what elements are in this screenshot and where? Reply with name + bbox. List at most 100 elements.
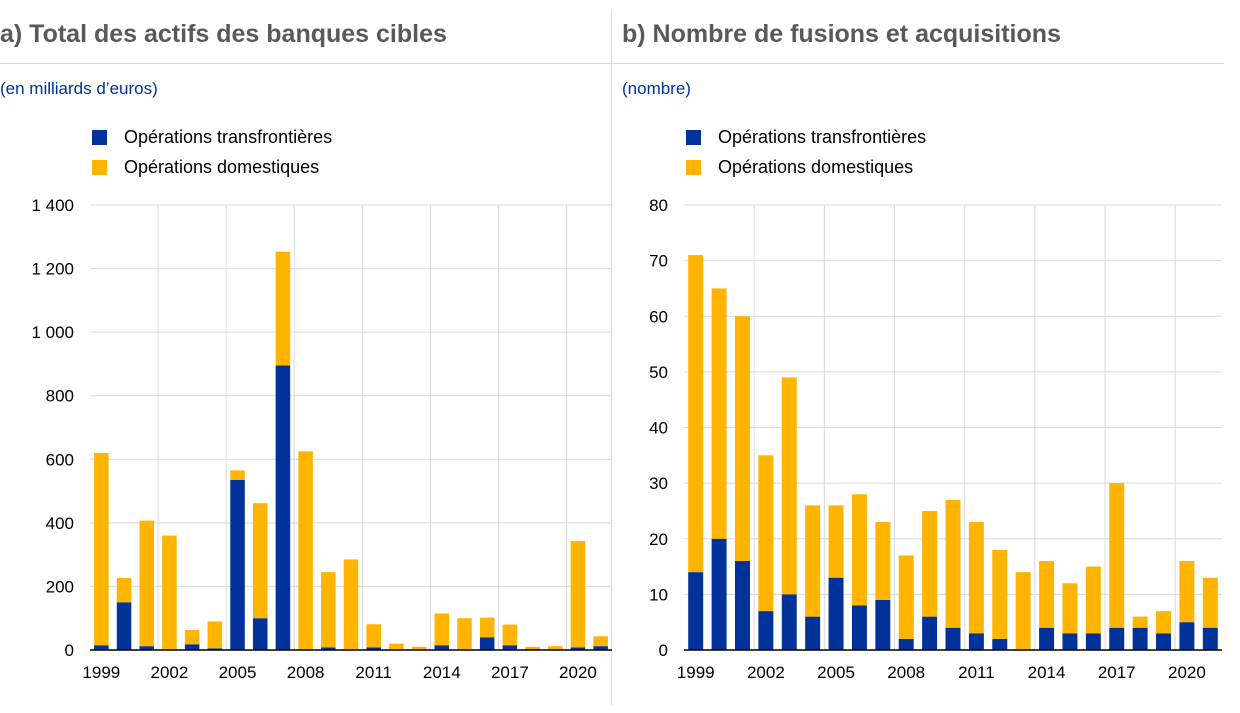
chart-b-bar-domestic-2013 (1015, 572, 1031, 650)
chart-a-y-tick-label: 400 (46, 514, 74, 533)
chart-b-bar-cross-border-2019 (1156, 633, 1172, 650)
chart-b-bar-domestic-2018 (1132, 616, 1148, 628)
chart-b-x-tick-label: 2008 (887, 663, 925, 682)
chart-a-bar-cross-border-2014 (434, 645, 450, 650)
chart-a-bar-cross-border-2000 (116, 602, 132, 650)
chart-a-bar-domestic-2015 (457, 618, 472, 650)
chart-b-bar-cross-border-2005 (828, 577, 844, 650)
chart-a-bar-cross-border-1999 (94, 645, 109, 650)
chart-a-bar-cross-border-2021 (593, 646, 608, 650)
chart-a-bar-domestic-2007 (275, 251, 291, 366)
panel-a-title: a) Total des actifs des banques cibles (0, 20, 447, 48)
chart-b-y-tick-label: 40 (649, 419, 668, 438)
chart-a-y-tick-label: 1 000 (31, 323, 74, 342)
chart-b-bar-domestic-2009 (922, 510, 938, 617)
chart-b-bar-domestic-2016 (1085, 566, 1101, 634)
chart-b-bar-cross-border-2009 (922, 616, 938, 650)
chart-b-y-tick-label: 30 (649, 474, 668, 493)
chart-a-bar-domestic-2018 (525, 646, 540, 650)
chart-b-bar-domestic-2006 (851, 494, 867, 606)
panel-mergers-count: b) Nombre de fusions et acquisitions (no… (612, 0, 1240, 713)
panel-b-legend: Opérations transfrontières Opérations do… (686, 122, 926, 182)
chart-a-bar-cross-border-2017 (502, 645, 518, 650)
chart-b-bar-domestic-2005 (828, 505, 844, 578)
chart-a-y-tick-label: 1 200 (31, 260, 74, 279)
chart-a-x-tick-label: 2005 (219, 663, 257, 682)
chart-b-bar-cross-border-2015 (1062, 633, 1078, 650)
legend-swatch-cross-border (686, 129, 701, 145)
chart-b-x-tick-label: 1999 (677, 663, 715, 682)
chart-a-bar-cross-border-2016 (479, 637, 495, 650)
chart-a-bar-domestic-2013 (411, 646, 427, 650)
chart-a-bar-domestic-2010 (343, 559, 359, 650)
chart-a-bar-domestic-1999 (94, 452, 109, 646)
chart-b-bar-domestic-2003 (781, 377, 797, 595)
chart-b-x-tick-label: 2014 (1028, 663, 1066, 682)
chart-b-bar-domestic-2002 (758, 455, 774, 612)
legend-label-domestic: Opérations domestiques (718, 156, 914, 177)
chart-a-x-tick-label: 2002 (151, 663, 189, 682)
chart-a-bar-domestic-2021 (593, 636, 608, 647)
chart-b-y-tick-label: 10 (649, 585, 668, 604)
chart-a-x-tick-label: 2008 (287, 663, 325, 682)
chart-b-bar-domestic-2012 (992, 549, 1008, 639)
chart-b-bar-cross-border-2012 (992, 638, 1008, 650)
legend-item-cross-border: Opérations transfrontières (92, 122, 332, 152)
chart-a-bar-domestic-2011 (366, 624, 381, 648)
chart-a-bar-domestic-2001 (139, 520, 155, 647)
chart-b-plot: 0 10 20 30 40 50 60 70 80 1999 2002 2005 2008 2011 201… (649, 196, 1222, 682)
chart-a-bar-domestic-2002 (162, 535, 177, 650)
panel-a-legend: Opérations transfrontières Opérations do… (92, 122, 332, 182)
chart-a-bar-domestic-2017 (502, 624, 518, 646)
chart-b-bar-domestic-2014 (1039, 561, 1055, 628)
chart-b-bar-domestic-2011 (968, 522, 984, 634)
chart-a-x-tick-label: 1999 (82, 663, 120, 682)
chart-a-bar-domestic-2006 (252, 503, 268, 619)
chart-b-bar-domestic-2004 (805, 505, 821, 617)
chart-a-bar-domestic-2000 (116, 577, 132, 603)
chart-b-bar-cross-border-2004 (805, 616, 821, 650)
chart-b-bar-cross-border-2016 (1085, 633, 1101, 650)
chart-a-bar-domestic-2014 (434, 613, 450, 646)
chart-b-bar-cross-border-2003 (781, 594, 797, 650)
legend-swatch-domestic (92, 159, 107, 175)
chart-b-y-tick-label: 70 (649, 252, 668, 271)
chart-a-y-tick-label: 0 (65, 641, 74, 660)
chart-a-y-tick-label: 600 (46, 450, 74, 469)
chart-a-bar-cross-border-2006 (252, 618, 268, 650)
chart-a-bar-domestic-2003 (184, 629, 200, 645)
chart-b-y-tick-label: 60 (649, 307, 668, 326)
chart-a-bar-domestic-2012 (389, 643, 404, 650)
panel-total-assets: a) Total des actifs des banques cibles (… (0, 0, 612, 713)
panel-a-title-rule (0, 63, 612, 64)
chart-b-bar-domestic-2020 (1179, 561, 1195, 623)
panel-b-title-rule (612, 63, 1224, 64)
chart-b-bar-cross-border-2020 (1179, 622, 1195, 650)
chart-a-x-tick-label: 2017 (491, 663, 529, 682)
chart-b-bar-cross-border-2014 (1039, 627, 1055, 650)
chart-b-x-tick-label: 2020 (1168, 663, 1206, 682)
chart-a-bar-cross-border-2003 (184, 644, 200, 650)
chart-b-bar-domestic-2019 (1156, 611, 1172, 634)
chart-a-bar-domestic-2016 (479, 617, 495, 638)
chart-a-bar-domestic-2019 (547, 646, 563, 650)
chart-b-bar-cross-border-2006 (851, 605, 867, 650)
chart-a-bar-cross-border-2009 (321, 647, 336, 650)
legend-label-cross-border: Opérations transfrontières (124, 126, 333, 147)
chart-a-y-tick-label: 200 (46, 577, 74, 596)
legend-swatch-domestic (686, 159, 701, 175)
legend-item-cross-border: Opérations transfrontières (686, 122, 926, 152)
chart-a-plot: 0 200 400 600 800 1 000 1 200 1 400 1999 2002 2005… (31, 196, 612, 682)
chart-b-bar-domestic-2015 (1062, 583, 1078, 634)
chart-b-bar-domestic-2000 (711, 288, 727, 539)
chart-b-y-tick-label: 0 (659, 641, 668, 660)
legend-label-domestic: Opérations domestiques (124, 156, 320, 177)
panel-divider (611, 10, 612, 705)
legend-swatch-cross-border (92, 129, 107, 145)
chart-b-x-tick-label: 2011 (958, 663, 995, 682)
chart-b-bar-cross-border-2017 (1109, 627, 1125, 650)
chart-b-bar-cross-border-1999 (688, 572, 704, 650)
chart-b-bar-domestic-2021 (1202, 577, 1218, 628)
chart-b-x-tick-label: 2005 (817, 663, 855, 682)
chart-b-bar-domestic-2017 (1109, 483, 1125, 628)
